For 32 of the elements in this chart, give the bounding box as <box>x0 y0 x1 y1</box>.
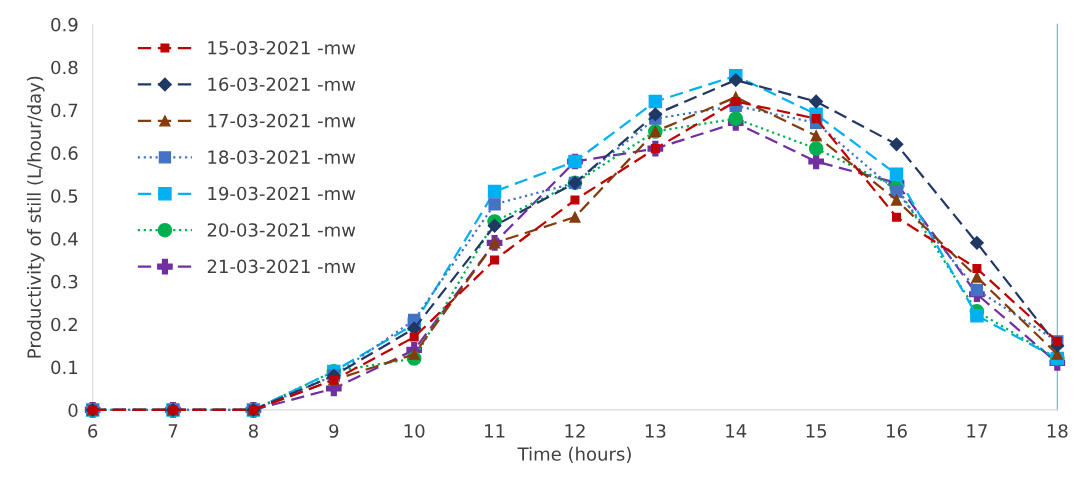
legend-label: 18-03-2021 -mw <box>208 150 356 164</box>
x-tick-label: 18 <box>1047 424 1068 438</box>
y-tick-label: 0.8 <box>51 60 78 75</box>
x-tick-label: 8 <box>248 424 258 438</box>
legend-label: 21-03-2021 -mw <box>207 259 356 274</box>
x-tick-label: 14 <box>726 424 747 438</box>
legend-label: 20-03-2021 -mw <box>207 223 356 237</box>
y-tick-label: 0.1 <box>51 360 78 375</box>
x-axis-title: Time (hours) <box>517 446 631 463</box>
y-axis-title: Productivity of still (L/hour/day) <box>27 76 45 358</box>
y-tick-label: 0.2 <box>51 317 77 332</box>
x-tick-label: 9 <box>329 424 339 438</box>
legend-label: 17-03-2021 -mw <box>208 113 356 128</box>
y-tick-label: 0.5 <box>51 189 78 203</box>
y-tick-label: 0.4 <box>51 232 78 246</box>
y-tick-label: 0.9 <box>51 17 78 32</box>
x-tick-label: 12 <box>565 424 585 438</box>
legend-label: 19-03-2021 -mw <box>208 186 356 201</box>
y-tick-label: 0.6 <box>51 146 78 161</box>
x-tick-label: 10 <box>404 424 425 438</box>
y-tick-label: 0.7 <box>51 103 78 118</box>
legend-label: 15-03-2021 -mw <box>208 40 356 55</box>
x-tick-label: 16 <box>887 424 907 438</box>
y-tick-label: 0.3 <box>51 274 78 289</box>
x-tick-label: 15 <box>806 424 827 438</box>
x-tick-label: 17 <box>967 424 987 438</box>
legend-label: 16-03-2021 -mw <box>208 77 356 92</box>
x-tick-label: 11 <box>485 424 505 438</box>
x-tick-label: 7 <box>168 424 178 438</box>
x-tick-label: 13 <box>645 424 666 438</box>
y-tick-label: 0 <box>68 403 78 418</box>
x-tick-label: 6 <box>88 424 98 438</box>
